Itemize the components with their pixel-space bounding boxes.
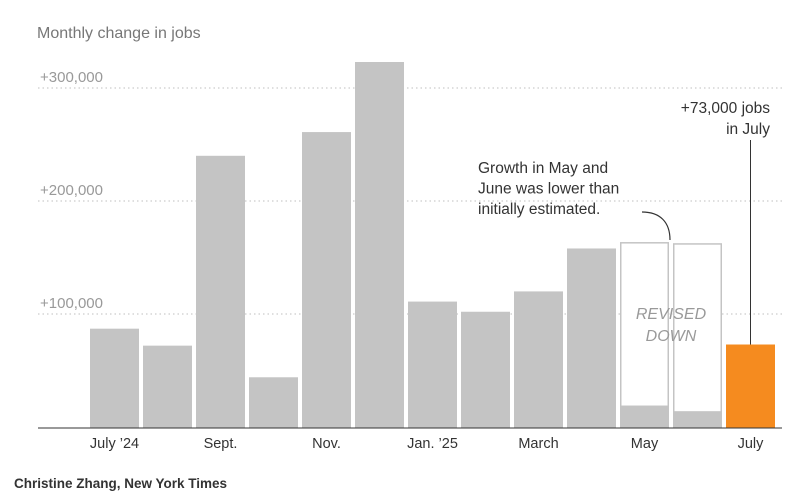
bar [90, 328, 139, 428]
x-tick-label: July [738, 436, 765, 452]
x-tick-label: March [518, 436, 558, 452]
bar [461, 311, 510, 428]
y-tick-labels: +100,000 +200,000 +300,000 [40, 69, 103, 312]
x-tick-label: July ’24 [90, 436, 139, 452]
bar [143, 345, 192, 428]
initial-estimate-outline [673, 243, 722, 428]
revised-down-label: DOWN [646, 328, 697, 345]
july-note-text: in July [726, 121, 770, 138]
july-note-text: +73,000 jobs [681, 100, 770, 117]
bar [408, 301, 457, 428]
revision-note-text: Growth in May and [478, 160, 608, 177]
y-tick-label: +200,000 [40, 182, 103, 199]
x-tick-label: Nov. [312, 436, 341, 452]
revised-down-label: REVISED [636, 306, 707, 323]
y-tick-label: +300,000 [40, 69, 103, 86]
x-tick-label: Jan. ’25 [407, 436, 458, 452]
initial-estimate-outline [620, 242, 669, 428]
bar [302, 132, 351, 428]
revision-note-text: initially estimated. [478, 201, 600, 218]
credit-line: Christine Zhang, New York Times [14, 476, 227, 491]
bar-latest [726, 344, 775, 428]
gridlines [38, 87, 782, 315]
bar [567, 248, 616, 428]
chart-title: Monthly change in jobs [37, 25, 201, 42]
y-tick-label: +100,000 [40, 295, 103, 312]
revision-note-leader [641, 211, 671, 241]
bar [196, 155, 245, 429]
bar [673, 411, 722, 428]
x-tick-label: May [631, 436, 659, 452]
bar [514, 291, 563, 428]
x-tick-labels: July ’24 Sept. Nov. Jan. ’25 March May July [90, 436, 764, 452]
annotations: REVISED DOWN Growth in May and June was low… [478, 100, 770, 345]
bar [620, 405, 669, 428]
x-tick-label: Sept. [204, 436, 238, 452]
bar [249, 377, 298, 428]
bar [355, 62, 404, 428]
bars [90, 62, 775, 429]
revision-note-text: June was lower than [478, 181, 619, 198]
